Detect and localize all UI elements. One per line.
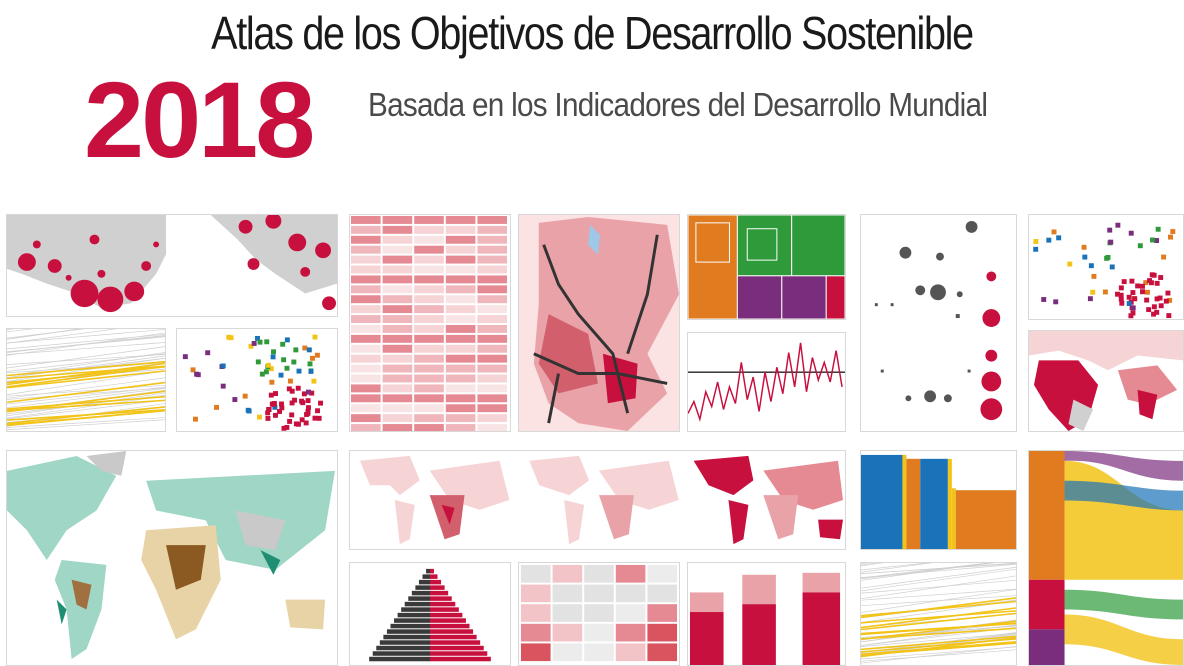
population-pyramid [349,562,511,666]
choropleth-map-1 [359,455,510,545]
world-terrain-map [6,450,338,666]
colored-scatter-plot-small [1028,214,1184,320]
atlas-year: 2018 [84,59,315,180]
heatmap-grid [518,562,680,666]
kenya-choropleth-map [518,214,680,432]
yellow-line-bundle [6,328,166,432]
choropleth-map-3 [693,455,844,545]
bubble-map-africa-asia [6,214,338,317]
atlas-title: Atlas de los Objetivos de Desarrollo Sos… [211,7,974,59]
bubble-markers [17,215,337,313]
alluvial-flow-chart [1028,450,1184,666]
yellow-line-bundle-2 [860,562,1017,666]
road-network [533,234,668,424]
choropleth-africa-asia [1028,330,1184,432]
stacked-bar-chart-colored [860,450,1017,550]
colored-scatter-plot [176,328,338,432]
atlas-subtitle: Basada en los Indicadores del Desarrollo… [368,86,988,123]
horizontal-grid-chart [349,214,511,432]
treemap [687,214,846,320]
red-line-chart [687,332,846,432]
dot-matrix-chart [860,214,1017,432]
red-bar-chart [687,562,846,666]
choropleth-map-2 [529,455,679,545]
world-choropleth-triptych [349,450,846,550]
